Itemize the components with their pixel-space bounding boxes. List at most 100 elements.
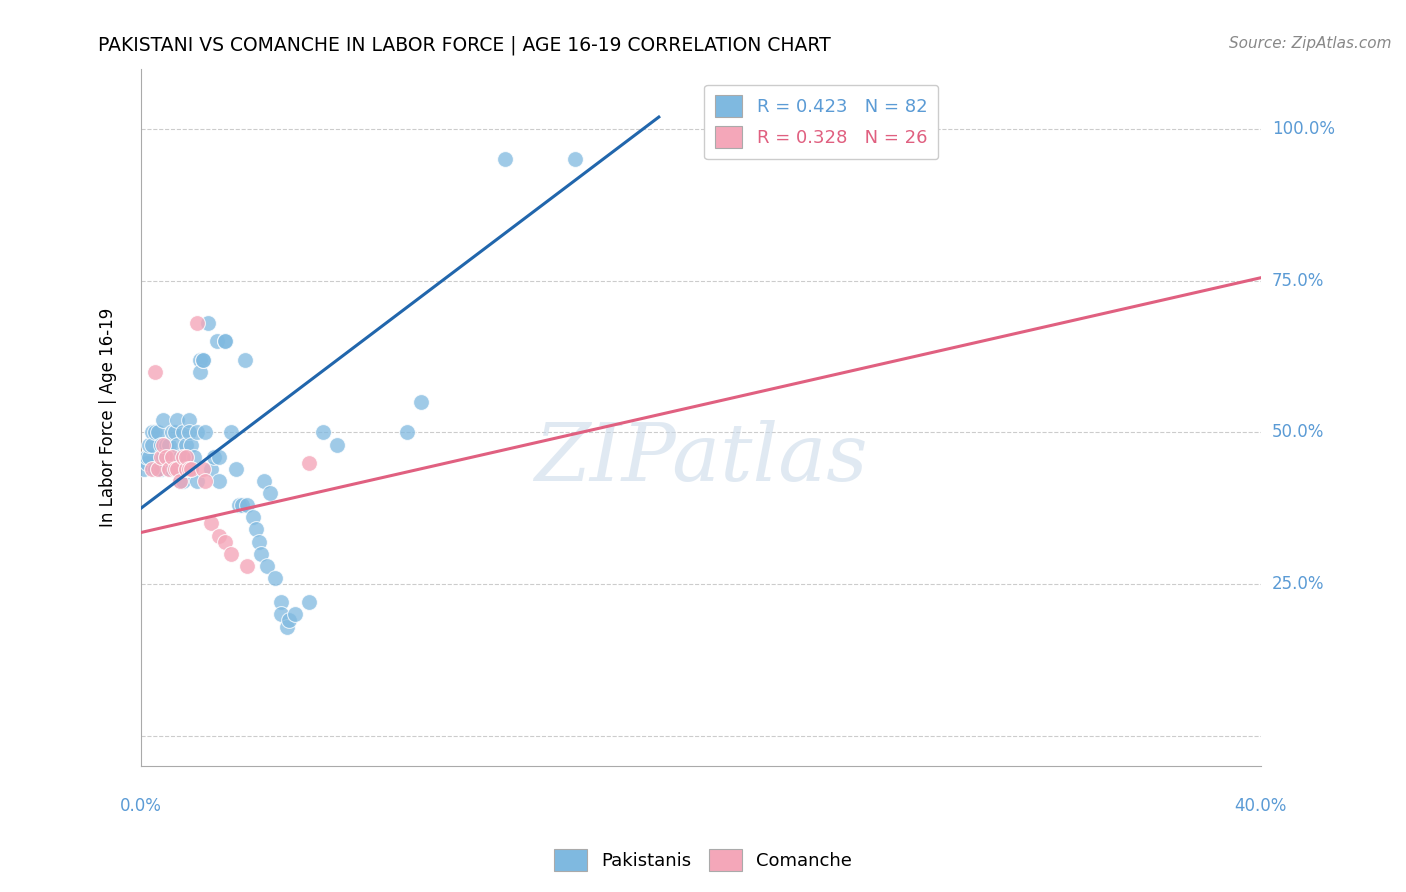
Point bbox=[155, 450, 177, 464]
Legend: R = 0.423   N = 82, R = 0.328   N = 26: R = 0.423 N = 82, R = 0.328 N = 26 bbox=[704, 85, 938, 160]
Point bbox=[186, 316, 208, 330]
Point bbox=[169, 462, 191, 476]
Point bbox=[225, 462, 247, 476]
Point bbox=[180, 462, 202, 476]
Point bbox=[194, 425, 217, 440]
Point bbox=[188, 352, 211, 367]
Y-axis label: In Labor Force | Age 16-19: In Labor Force | Age 16-19 bbox=[100, 308, 117, 527]
Point bbox=[157, 462, 180, 476]
Point bbox=[169, 474, 191, 488]
Point bbox=[233, 352, 256, 367]
Text: 25.0%: 25.0% bbox=[1272, 575, 1324, 593]
Point bbox=[149, 450, 172, 464]
Point bbox=[177, 413, 200, 427]
Point bbox=[180, 462, 202, 476]
Point bbox=[143, 365, 166, 379]
Point bbox=[200, 516, 222, 531]
Point bbox=[163, 462, 186, 476]
Point bbox=[177, 462, 200, 476]
Point bbox=[166, 462, 188, 476]
Point bbox=[214, 334, 236, 349]
Point bbox=[143, 462, 166, 476]
Point bbox=[208, 528, 231, 542]
Point bbox=[146, 425, 169, 440]
Point bbox=[174, 462, 197, 476]
Point bbox=[409, 395, 432, 409]
Point bbox=[191, 462, 214, 476]
Point bbox=[276, 619, 298, 633]
Point bbox=[197, 316, 219, 330]
Text: ZIPatlas: ZIPatlas bbox=[534, 420, 868, 498]
Point bbox=[278, 614, 301, 628]
Point bbox=[155, 437, 177, 451]
Text: 100.0%: 100.0% bbox=[1272, 120, 1334, 138]
Point bbox=[146, 462, 169, 476]
Text: 40.0%: 40.0% bbox=[1234, 797, 1286, 814]
Point bbox=[160, 450, 183, 464]
Point bbox=[284, 607, 307, 622]
Point bbox=[163, 425, 186, 440]
Point bbox=[298, 456, 321, 470]
Point bbox=[231, 498, 253, 512]
Point bbox=[186, 474, 208, 488]
Point bbox=[146, 462, 169, 476]
Point bbox=[143, 425, 166, 440]
Point bbox=[163, 450, 186, 464]
Point bbox=[160, 425, 183, 440]
Point bbox=[253, 474, 276, 488]
Point bbox=[395, 425, 418, 440]
Text: Source: ZipAtlas.com: Source: ZipAtlas.com bbox=[1229, 36, 1392, 51]
Point bbox=[132, 462, 155, 476]
Point bbox=[194, 474, 217, 488]
Point bbox=[152, 437, 174, 451]
Point bbox=[183, 450, 205, 464]
Point bbox=[205, 334, 228, 349]
Point bbox=[157, 462, 180, 476]
Point bbox=[270, 595, 292, 609]
Point bbox=[259, 486, 281, 500]
Point bbox=[172, 450, 194, 464]
Point bbox=[326, 437, 349, 451]
Point bbox=[172, 474, 194, 488]
Point bbox=[236, 498, 259, 512]
Point bbox=[174, 462, 197, 476]
Point bbox=[180, 462, 202, 476]
Point bbox=[256, 558, 278, 573]
Point bbox=[141, 437, 163, 451]
Point bbox=[152, 450, 174, 464]
Point bbox=[160, 462, 183, 476]
Point bbox=[155, 450, 177, 464]
Point bbox=[312, 425, 335, 440]
Point bbox=[214, 534, 236, 549]
Point bbox=[564, 153, 586, 167]
Point bbox=[250, 547, 273, 561]
Text: 75.0%: 75.0% bbox=[1272, 272, 1324, 290]
Point bbox=[731, 122, 754, 136]
Point bbox=[264, 571, 287, 585]
Point bbox=[166, 413, 188, 427]
Point bbox=[169, 450, 191, 464]
Point bbox=[152, 413, 174, 427]
Point bbox=[141, 425, 163, 440]
Point bbox=[135, 456, 157, 470]
Point bbox=[141, 462, 163, 476]
Point bbox=[245, 523, 267, 537]
Point bbox=[494, 153, 516, 167]
Point bbox=[208, 474, 231, 488]
Point bbox=[236, 558, 259, 573]
Point bbox=[228, 498, 250, 512]
Point bbox=[135, 450, 157, 464]
Point bbox=[202, 450, 225, 464]
Point bbox=[242, 510, 264, 524]
Point bbox=[200, 462, 222, 476]
Point bbox=[208, 450, 231, 464]
Point bbox=[177, 425, 200, 440]
Point bbox=[174, 437, 197, 451]
Point bbox=[149, 462, 172, 476]
Point bbox=[191, 352, 214, 367]
Point bbox=[247, 534, 270, 549]
Point bbox=[138, 437, 160, 451]
Point bbox=[191, 352, 214, 367]
Point bbox=[188, 365, 211, 379]
Point bbox=[174, 450, 197, 464]
